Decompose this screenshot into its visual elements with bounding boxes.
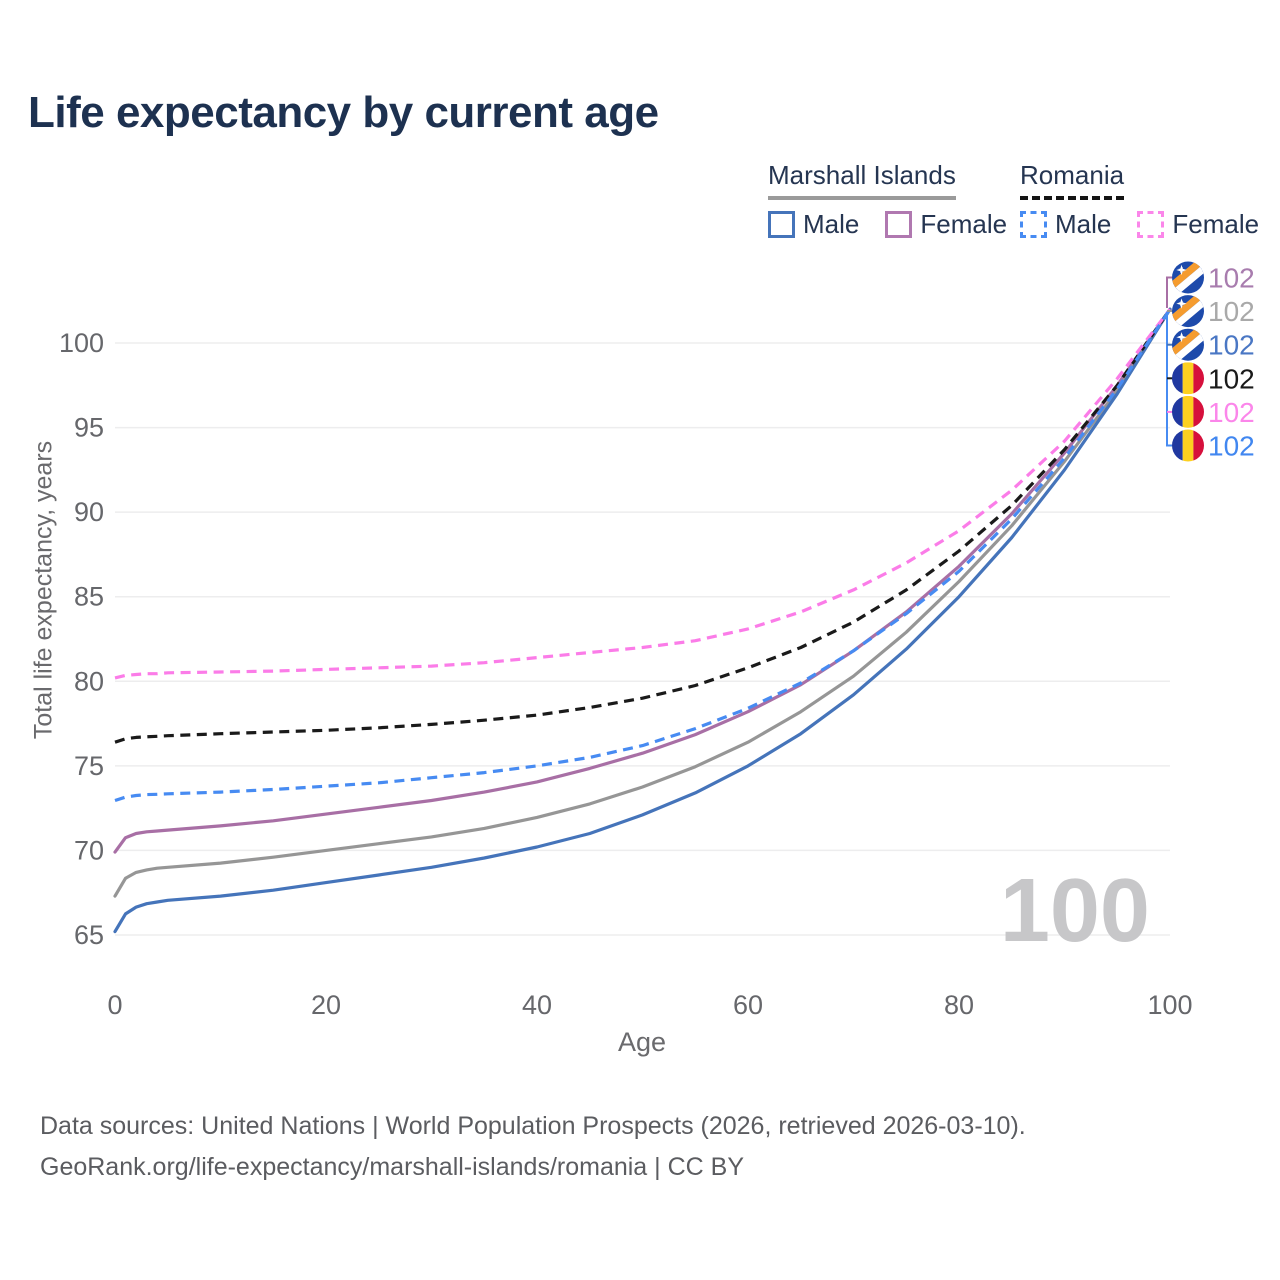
- x-tick-label: 40: [522, 990, 552, 1020]
- y-axis-title: Total life expectancy, years: [29, 440, 58, 740]
- mi-female-line-swatch-icon: [885, 211, 913, 238]
- ro-male-line-swatch-icon: [1020, 211, 1047, 238]
- y-tick-label: 85: [74, 582, 104, 612]
- legend-country-romania: Romania: [1020, 160, 1125, 200]
- series-line-ro-male: [114, 308, 1172, 803]
- series-line-ro-combined: [114, 308, 1172, 744]
- legend-row-marshall-islands: Male Female: [768, 209, 1007, 240]
- mi-male-line-swatch-icon: [768, 211, 795, 238]
- footer-source-line: Data sources: United Nations | World Pop…: [40, 1112, 1026, 1140]
- marshall-islands-flag-icon: [1168, 326, 1207, 363]
- y-tick-label: 95: [74, 413, 104, 443]
- marshall-islands-flag-icon: [1168, 259, 1207, 295]
- legend-group-romania: Romania Male Female: [1020, 160, 1259, 240]
- x-tick-label: 20: [311, 990, 341, 1020]
- footer-link-line: GeoRank.org/life-expectancy/marshall-isl…: [40, 1153, 745, 1181]
- y-tick-label: 70: [74, 835, 104, 865]
- page-title: Life expectancy by current age: [28, 88, 659, 137]
- legend-label: Female: [1172, 209, 1260, 239]
- legend-item-mi-male: Male: [768, 209, 859, 240]
- series-line-mi-combined: [113, 307, 1172, 898]
- end-value-label-ro-female: 102: [1208, 397, 1255, 428]
- x-axis-title: Age: [617, 1027, 667, 1057]
- x-tick-label: 100: [1147, 990, 1192, 1020]
- y-tick-label: 75: [74, 751, 104, 781]
- age-counter: 100: [999, 861, 1150, 961]
- end-value-label-mi-combined: 102: [1208, 296, 1255, 327]
- y-tick-label: 90: [74, 497, 104, 527]
- end-value-label-mi-male: 102: [1208, 330, 1255, 361]
- legend-label: Male: [1055, 209, 1112, 239]
- y-tick-label: 100: [59, 328, 104, 358]
- series-line-ro-female: [114, 308, 1172, 680]
- leader-line-ro-male: [1166, 312, 1172, 447]
- legend-item-ro-female: Female: [1137, 209, 1259, 240]
- marshall-islands-flag-icon: [1168, 293, 1207, 329]
- legend-group-marshall-islands: Marshall Islands Male Female: [768, 160, 1007, 240]
- end-value-label-ro-combined: 102: [1208, 363, 1255, 394]
- legend-row-romania: Male Female: [1020, 209, 1259, 240]
- series-line-mi-male: [113, 307, 1172, 934]
- x-tick-label: 0: [107, 990, 122, 1020]
- legend-label: Male: [803, 209, 860, 239]
- ro-female-line-swatch-icon: [1137, 211, 1165, 238]
- romania-flag-icon: [1172, 395, 1204, 428]
- series-line-mi-female: [113, 307, 1172, 854]
- y-tick-label: 65: [74, 920, 104, 950]
- y-tick-label: 80: [74, 666, 104, 696]
- x-tick-label: 60: [733, 990, 763, 1020]
- leader-line-mi-female: [1166, 276, 1172, 308]
- romania-flag-icon: [1172, 429, 1204, 462]
- legend-country-marshall-islands: Marshall Islands: [768, 160, 956, 200]
- x-tick-label: 80: [944, 990, 974, 1020]
- legend-item-ro-male: Male: [1020, 209, 1111, 240]
- end-value-label-ro-male: 102: [1208, 431, 1255, 462]
- footer: Data sources: United Nations | World Pop…: [40, 1106, 1026, 1188]
- romania-flag-icon: [1172, 362, 1204, 395]
- legend-item-mi-female: Female: [885, 209, 1007, 240]
- end-value-label-mi-female: 102: [1208, 263, 1255, 294]
- legend-label: Female: [920, 209, 1008, 239]
